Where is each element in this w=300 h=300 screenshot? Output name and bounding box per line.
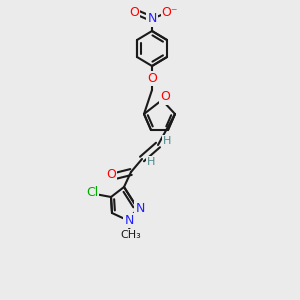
Text: N: N bbox=[147, 13, 157, 26]
Text: H: H bbox=[163, 136, 171, 146]
Text: N: N bbox=[124, 214, 134, 226]
Text: N: N bbox=[135, 202, 145, 214]
Text: H: H bbox=[147, 157, 155, 167]
Text: O⁻: O⁻ bbox=[162, 5, 178, 19]
Text: O: O bbox=[160, 91, 170, 103]
Text: O: O bbox=[147, 71, 157, 85]
Text: Cl: Cl bbox=[86, 187, 98, 200]
Text: O: O bbox=[106, 167, 116, 181]
Text: O: O bbox=[129, 5, 139, 19]
Text: CH₃: CH₃ bbox=[121, 230, 141, 240]
